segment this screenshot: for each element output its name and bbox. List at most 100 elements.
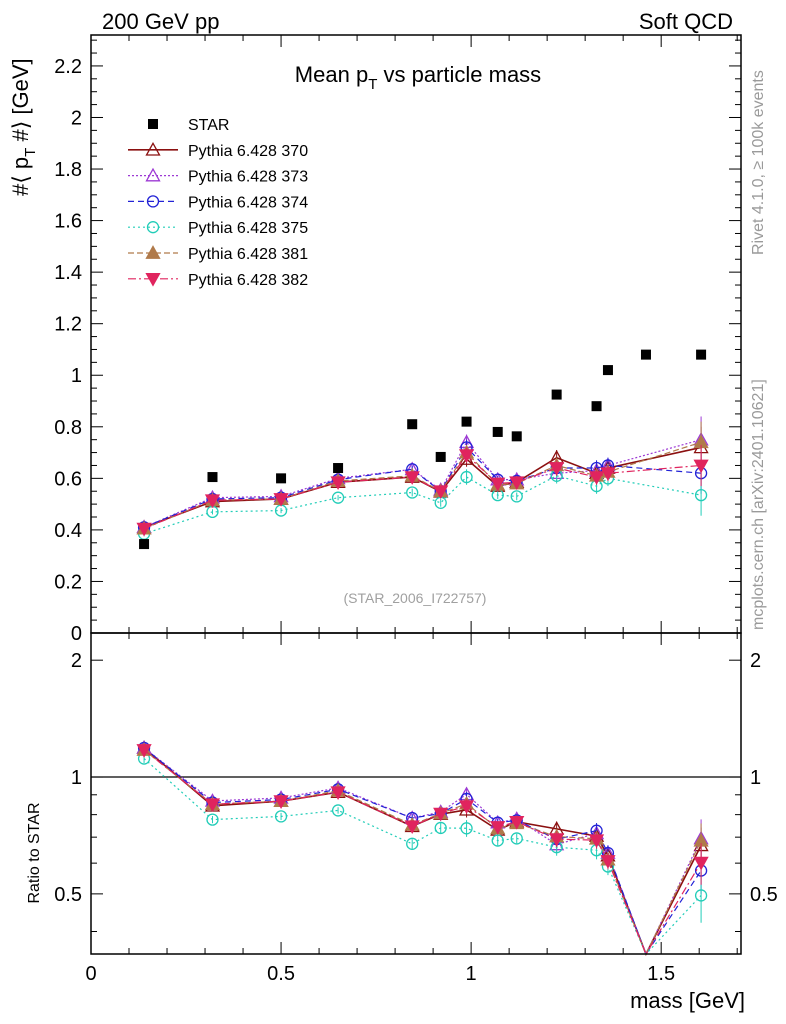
series-2-ratio-line — [143, 747, 702, 956]
y-tick-label: 0.2 — [54, 571, 82, 593]
series-3-ratio-line — [143, 758, 702, 956]
series-5-ratio-line — [143, 749, 702, 956]
series-5-ratio-point — [433, 807, 449, 822]
legend-marker — [145, 245, 161, 259]
ratio-tick-label-right: 2 — [750, 650, 761, 672]
ratio-tick-label: 2 — [71, 650, 82, 672]
y-tick-label: 0.8 — [54, 417, 82, 439]
series-3-point — [406, 486, 419, 499]
legend-marker — [146, 195, 160, 208]
legend-label: Pythia 6.428 373 — [188, 169, 308, 186]
legend-entry: Pythia 6.428 373 — [128, 167, 308, 186]
series-5-ratio-point — [273, 795, 289, 809]
series-3-ratio-point — [331, 804, 345, 817]
series-4-ratio-line — [143, 749, 702, 956]
series-3-ratio-point — [510, 832, 523, 845]
series-2-line — [143, 446, 702, 528]
star-data-point — [407, 419, 418, 430]
x-tick-label: 0.5 — [267, 963, 295, 985]
series-5-point — [330, 476, 346, 491]
legend-label: STAR — [188, 117, 229, 134]
star-data-point — [276, 473, 287, 484]
series-0-line — [143, 446, 702, 529]
series-3-ratio-point — [460, 822, 473, 835]
legend-entry: Pythia 6.428 375 — [128, 220, 308, 237]
series-5-point — [404, 471, 420, 485]
legend-label: Pythia 6.428 370 — [188, 143, 308, 160]
header-right: Soft QCD — [639, 9, 733, 34]
y-tick-label: 1.6 — [54, 211, 82, 233]
series-3-ratio-point — [491, 834, 504, 847]
legend-entry: Pythia 6.428 381 — [128, 245, 308, 263]
y-axis-label: #⟨ pT #⟩ [GeV] — [8, 58, 39, 196]
series-5-ratio-point — [458, 800, 475, 814]
series-3-point — [460, 470, 473, 484]
star-data-point — [492, 426, 503, 437]
star-data-point — [333, 463, 344, 474]
x-axis-label: mass [GeV] — [630, 988, 745, 1013]
legend-marker — [148, 119, 158, 129]
ratio-y-axis-label: Ratio to STAR — [26, 802, 43, 903]
series-5-ratio-point — [600, 855, 616, 869]
ratio-tick-label: 0.5 — [54, 884, 82, 906]
ratio-plot-frame — [90, 632, 742, 955]
series-5-ratio-point — [693, 856, 709, 871]
y-tick-label: 0.4 — [54, 520, 82, 542]
series-3-ratio-point — [206, 813, 219, 826]
star-data-point — [551, 389, 562, 400]
series-3-ratio-point — [274, 810, 288, 823]
series-5-ratio-point — [204, 798, 221, 813]
star-data-point — [696, 349, 707, 360]
chart-title: Mean pT vs particle mass — [295, 62, 541, 93]
star-data-point — [435, 451, 446, 462]
star-data-point — [461, 416, 472, 427]
legend-marker — [145, 167, 161, 182]
series-5-point — [549, 462, 565, 476]
ratio-tick-label: 1 — [71, 767, 82, 789]
series-5-point — [588, 471, 605, 485]
series-5-point — [490, 477, 506, 492]
y-tick-label: 0.6 — [54, 468, 82, 490]
series-5-ratio-point — [509, 815, 525, 830]
x-tick-label: 0 — [85, 963, 96, 985]
header-left: 200 GeV pp — [102, 9, 219, 34]
y-tick-label: 1.2 — [54, 314, 82, 336]
series-5-point — [433, 485, 449, 500]
star-data-point — [602, 365, 613, 376]
legend-label: Pythia 6.428 381 — [188, 246, 308, 263]
legend-label: Pythia 6.428 374 — [188, 194, 308, 211]
star-data-point — [591, 401, 602, 412]
y-tick-label: 1 — [71, 365, 82, 387]
series-5-ratio-point — [404, 820, 420, 835]
star-data-point — [207, 472, 218, 483]
series-5-ratio-point — [330, 786, 346, 801]
series-5-ratio-point — [588, 834, 605, 849]
series-3-point — [510, 490, 523, 503]
series-3-ratio-point — [434, 821, 447, 835]
legend-marker — [145, 272, 161, 287]
ratio-tick-label-right: 0.5 — [750, 884, 778, 906]
x-tick-label: 1.5 — [647, 963, 675, 985]
legend-marker — [145, 141, 161, 156]
side-label-bottom: mcplots.cern.ch [arXiv:2401.10621] — [750, 379, 767, 630]
y-tick-label: 2 — [71, 107, 82, 129]
legend-entry: STAR — [148, 117, 229, 134]
y-tick-label: 0 — [71, 623, 82, 645]
series-3-point — [331, 491, 345, 504]
series-1-ratio-line — [143, 747, 702, 956]
series-5-ratio-point — [136, 744, 152, 758]
legend-label: Pythia 6.428 375 — [188, 220, 308, 237]
series-5-point — [458, 449, 475, 463]
x-tick-label: 1 — [466, 963, 477, 985]
series-5-point — [273, 493, 289, 507]
series-1-line — [143, 439, 702, 528]
star-data-point — [139, 539, 150, 550]
series-5-ratio-point — [549, 833, 565, 847]
series-0-ratio-line — [143, 747, 702, 956]
y-tick-label: 1.4 — [54, 262, 82, 284]
series-3-ratio-point — [406, 837, 419, 850]
legend-entry: Pythia 6.428 382 — [128, 272, 308, 289]
legend-entry: Pythia 6.428 370 — [128, 141, 308, 160]
side-label-top: Rivet 4.1.0, ≥ 100k events — [750, 70, 767, 255]
series-3-ratio-point — [694, 889, 708, 902]
